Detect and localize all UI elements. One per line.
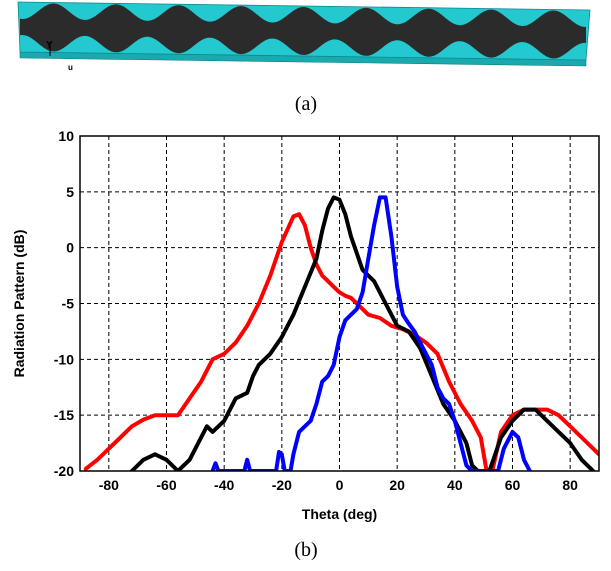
x-tick-label: 60 xyxy=(505,477,521,493)
x-tick-label: 40 xyxy=(447,477,463,493)
x-axis-label: Theta (deg) xyxy=(302,506,377,522)
caption-a: (a) xyxy=(295,93,317,115)
series-lines xyxy=(83,195,599,471)
plot-frame xyxy=(79,135,600,472)
radiation-pattern-chart: -80 -60 -40 -20 0 20 40 60 80 -20 -15 -10 -5 0 5 10 Th… xyxy=(11,128,600,522)
x-tick-label: -20 xyxy=(272,477,292,493)
y-axis-label: Radiation Pattern (dB) xyxy=(11,230,27,378)
x-tick-label: -80 xyxy=(99,477,119,493)
y-tick-label: -10 xyxy=(54,351,74,367)
sinusoidal-metal-strip xyxy=(20,3,586,59)
x-tick-label: 0 xyxy=(336,477,344,493)
caption-b: (b) xyxy=(294,539,317,561)
series-line-3 xyxy=(210,195,532,471)
x-tick-label: 20 xyxy=(389,477,405,493)
x-tick-label: 80 xyxy=(562,477,578,493)
y-tick-label: -15 xyxy=(54,407,74,423)
y-tick-label: 10 xyxy=(58,128,74,144)
antenna-drawing: Y u xyxy=(17,1,591,72)
x-tick-label: -40 xyxy=(214,477,234,493)
x-tick-label: -60 xyxy=(156,477,176,493)
y-tick-label: -20 xyxy=(54,463,74,479)
y-tick-label: 0 xyxy=(66,240,74,256)
axis-y-label: Y xyxy=(46,40,53,51)
y-tick-label: 5 xyxy=(66,184,74,200)
x-tick-labels: -80 -60 -40 -20 0 20 40 60 80 xyxy=(99,477,578,493)
y-tick-labels: -20 -15 -10 -5 0 5 10 xyxy=(54,128,74,479)
y-tick-label: -5 xyxy=(62,296,75,312)
axis-u-label: u xyxy=(68,63,73,72)
series-line-2 xyxy=(129,195,596,471)
